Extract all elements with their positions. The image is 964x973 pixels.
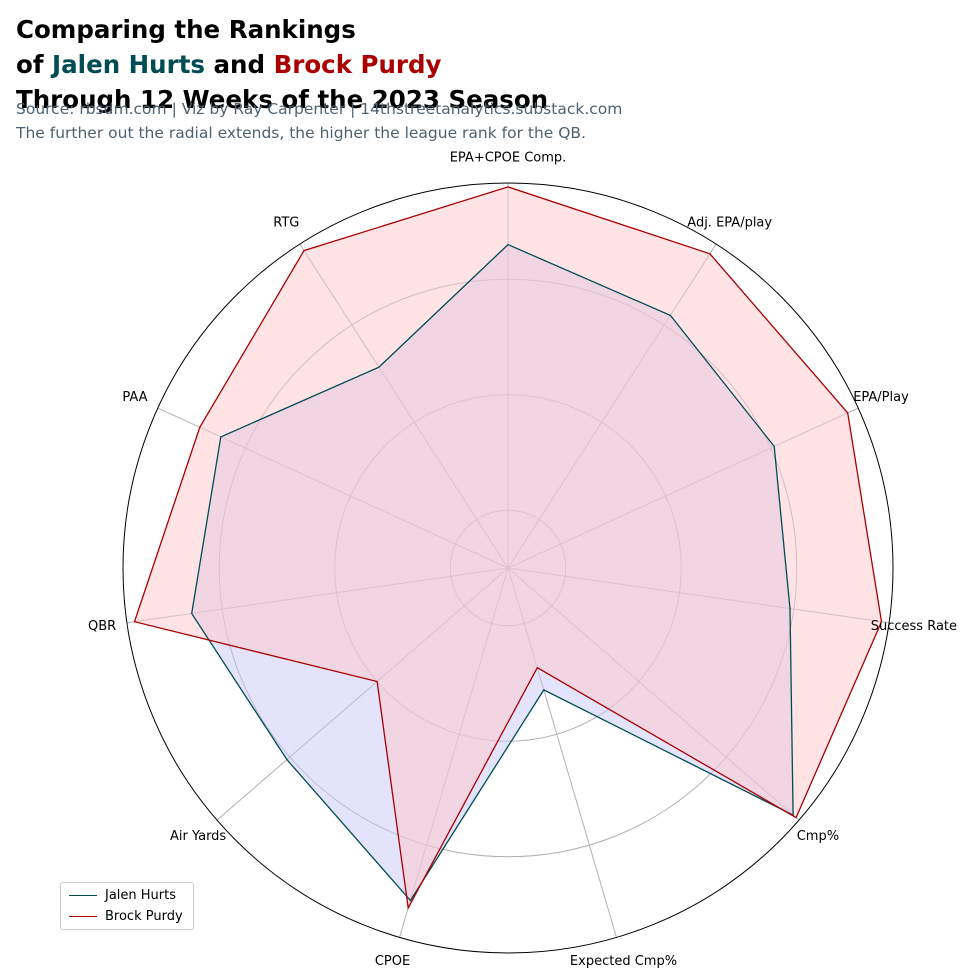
legend-label-hurts: Jalen Hurts: [105, 887, 177, 903]
title-line-3: Through 12 Weeks of the 2023 Season: [16, 85, 549, 114]
legend-swatch-hurts: [69, 894, 97, 896]
legend: Jalen Hurts Brock Purdy: [60, 882, 194, 930]
legend-item-hurts: Jalen Hurts: [69, 887, 176, 903]
axis-label-4: Cmp%: [797, 829, 839, 844]
axis-labels: EPA+CPOE Comp. Adj. EPA/play EPA/Play Succe…: [88, 151, 957, 969]
axis-label-2: EPA/Play: [853, 390, 909, 405]
axis-label-10: RTG: [273, 216, 299, 231]
axis-label-5: Expected Cmp%: [570, 954, 677, 969]
title-and: and: [205, 50, 274, 79]
legend-item-purdy: Brock Purdy: [69, 908, 183, 924]
note-line: The further out the radial extends, the …: [16, 124, 586, 142]
series-line-purdy: [133, 186, 883, 910]
title-player-purdy: Brock Purdy: [273, 50, 442, 79]
legend-label-purdy: Brock Purdy: [105, 908, 183, 924]
title-line-2: of Jalen Hurts and Brock Purdy: [16, 47, 548, 82]
axis-label-7: Air Yards: [170, 829, 226, 844]
axis-label-0: EPA+CPOE Comp.: [450, 151, 567, 166]
title-line-1: Comparing the Rankings: [16, 15, 356, 44]
legend-swatch-purdy: [69, 915, 97, 917]
axis-label-6: CPOE: [375, 954, 410, 969]
axis-label-8: QBR: [88, 619, 116, 634]
series-line-hurts: [191, 243, 794, 902]
title-player-hurts: Jalen Hurts: [52, 50, 205, 79]
series-area-purdy: [134, 186, 882, 908]
axis-label-9: PAA: [122, 390, 147, 405]
axis-label-1: Adj. EPA/play: [687, 216, 772, 231]
series-layer: [133, 186, 883, 910]
chart-title: Comparing the Rankings of Jalen Hurts an…: [16, 12, 548, 117]
axis-label-3: Success Rate: [871, 619, 957, 634]
source-line: Source: rbsdm.com | Viz by Ray Carpenter…: [16, 100, 623, 118]
title-of: of: [16, 50, 53, 79]
outer-frame-circle: [122, 182, 894, 954]
